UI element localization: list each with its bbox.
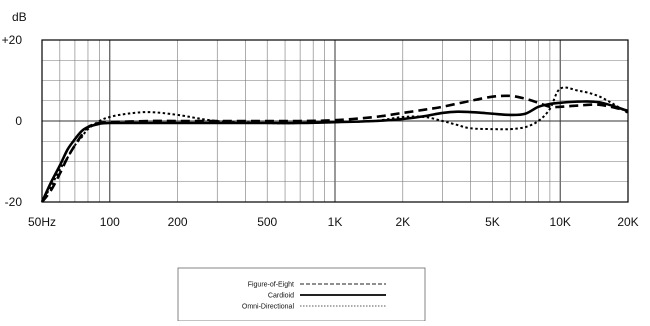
series-line-omni-directional	[40, 94, 629, 203]
x-tick-label: 10K	[550, 215, 571, 229]
legend-label: Omni-Directional	[242, 304, 295, 311]
legend-label: Cardioid	[268, 293, 294, 300]
x-tick-label: 100	[100, 215, 120, 229]
y-tick-label: +20	[2, 33, 23, 47]
y-tick-label: 0	[15, 114, 22, 128]
x-tick-label: 50Hz	[28, 215, 56, 229]
series-layer	[40, 86, 629, 203]
series-line-cardioid	[40, 100, 629, 203]
x-tick-label: 2K	[395, 215, 410, 229]
x-tick-label: 1K	[328, 215, 343, 229]
x-tick-label: 5K	[485, 215, 500, 229]
plot-frame	[41, 39, 629, 203]
y-axis-label: dB	[12, 10, 27, 24]
x-tick-label: 20K	[617, 215, 638, 229]
x-tick-label: 200	[168, 215, 188, 229]
legend: Figure-of-Eight Cardioid Omni-Directional	[177, 267, 426, 322]
x-tick-label: 500	[257, 215, 277, 229]
y-tick-label: -20	[5, 195, 23, 209]
tick-labels: 50Hz 100 200 500 1K 2K 5K 10K 20K +20 0 -20	[2, 33, 639, 229]
legend-label: Figure-of-Eight	[248, 282, 294, 289]
